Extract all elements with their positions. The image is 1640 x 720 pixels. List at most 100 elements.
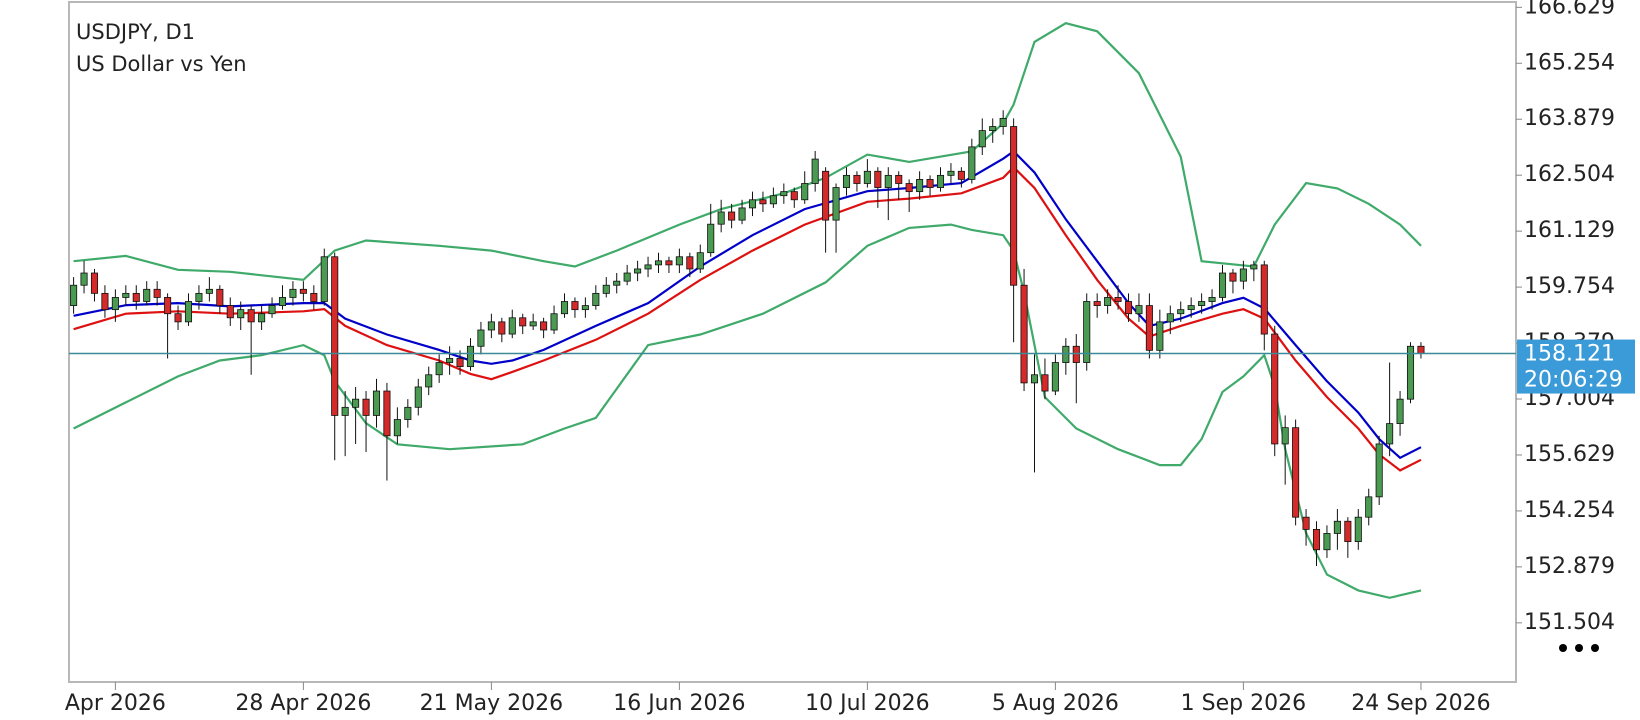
candle-body bbox=[508, 317, 516, 335]
y-tick-label: 162.504 bbox=[1524, 162, 1615, 187]
candle-body bbox=[644, 264, 652, 270]
y-tick-label: 161.129 bbox=[1524, 218, 1615, 243]
y-tick-label: 152.879 bbox=[1524, 554, 1615, 579]
candle-body bbox=[926, 179, 934, 188]
candle-body bbox=[299, 288, 307, 294]
candle-body bbox=[1093, 301, 1101, 306]
candle-body bbox=[832, 187, 840, 221]
candle-body bbox=[122, 292, 130, 298]
candle-body bbox=[1072, 345, 1080, 363]
candle-body bbox=[811, 158, 819, 184]
candle-body bbox=[686, 256, 694, 270]
candle-body bbox=[320, 256, 328, 302]
candle-body bbox=[80, 272, 88, 286]
candle-body bbox=[550, 313, 558, 331]
candle-body bbox=[707, 223, 715, 254]
candle-body bbox=[1344, 520, 1352, 543]
candle-body bbox=[560, 301, 569, 315]
candle-body bbox=[989, 126, 997, 131]
x-tick-label: 21 May 2026 bbox=[420, 691, 563, 716]
candle-body bbox=[1218, 272, 1227, 298]
candle-body bbox=[352, 398, 360, 408]
indicator-line bbox=[73, 22, 1422, 282]
candle-body bbox=[1041, 374, 1049, 392]
candle-body bbox=[1198, 301, 1206, 306]
candle-body bbox=[759, 199, 767, 205]
candle-body bbox=[581, 305, 589, 311]
candle-body bbox=[1396, 398, 1404, 424]
candle-body bbox=[90, 272, 99, 294]
candle-body bbox=[1386, 423, 1394, 445]
y-tick-label: 166.629 bbox=[1524, 0, 1615, 19]
candle-body bbox=[853, 174, 861, 184]
menu-dot bbox=[1575, 644, 1583, 652]
candle-body bbox=[717, 211, 725, 225]
candle-body bbox=[675, 256, 683, 266]
candle-body bbox=[1302, 516, 1310, 530]
more-menu[interactable] bbox=[1559, 644, 1599, 652]
candle-body bbox=[331, 256, 339, 416]
candle-body bbox=[999, 117, 1007, 127]
candle-body bbox=[1208, 297, 1216, 302]
candle-body bbox=[174, 313, 182, 323]
candle-body bbox=[195, 292, 203, 302]
candle-body bbox=[540, 321, 548, 331]
candle-body bbox=[1250, 264, 1258, 270]
candle-body bbox=[435, 362, 443, 376]
current-price-box bbox=[1517, 339, 1635, 394]
candle-body bbox=[1417, 345, 1425, 354]
plot-frame bbox=[68, 1, 1517, 683]
candle-body bbox=[425, 374, 433, 388]
candle-body bbox=[665, 260, 673, 266]
candle-body bbox=[70, 284, 78, 306]
candle-body bbox=[957, 170, 965, 180]
candle-body bbox=[383, 390, 391, 437]
x-tick-label: 28 Apr 2026 bbox=[235, 691, 371, 716]
candle-body bbox=[1114, 297, 1122, 302]
candle-body bbox=[487, 321, 495, 331]
candle-body bbox=[895, 174, 903, 184]
candle-body bbox=[153, 288, 161, 298]
candle-body bbox=[748, 199, 757, 209]
menu-dot bbox=[1559, 644, 1567, 652]
candle-body bbox=[968, 146, 976, 180]
candle-body bbox=[623, 272, 631, 282]
x-tick-label: 10 Jul 2026 bbox=[805, 691, 930, 716]
y-tick-label: 159.754 bbox=[1524, 274, 1615, 299]
candle-body bbox=[1051, 362, 1059, 392]
candle-body bbox=[602, 284, 610, 294]
candle-body bbox=[1292, 427, 1300, 518]
candle-body bbox=[801, 183, 809, 201]
y-tick-label: 163.879 bbox=[1524, 106, 1615, 131]
x-tick-label: 16 Jun 2026 bbox=[613, 691, 745, 716]
y-tick-label: 165.254 bbox=[1524, 50, 1615, 75]
candle-body bbox=[1104, 297, 1112, 306]
candle-body bbox=[1229, 272, 1237, 282]
candle-body bbox=[696, 252, 704, 270]
candle-body bbox=[874, 170, 882, 188]
candle-body bbox=[341, 406, 349, 416]
candle-body bbox=[310, 292, 318, 302]
candle-body bbox=[738, 207, 746, 221]
candle-body bbox=[842, 174, 851, 188]
candle-body bbox=[529, 321, 537, 327]
candle-body bbox=[1135, 305, 1143, 315]
candle-body bbox=[790, 191, 798, 201]
candle-body bbox=[278, 297, 287, 306]
y-tick-label: 151.504 bbox=[1524, 610, 1615, 635]
candle-body bbox=[216, 288, 224, 306]
candle-body bbox=[1375, 443, 1383, 498]
candle-body bbox=[654, 260, 663, 266]
candle-body bbox=[1312, 528, 1321, 551]
menu-dot bbox=[1591, 644, 1599, 652]
candle-body bbox=[164, 297, 172, 315]
candle-body bbox=[884, 174, 892, 188]
candle-body bbox=[414, 386, 422, 408]
candle-body bbox=[592, 292, 600, 306]
candle-body bbox=[258, 313, 266, 323]
candle-body bbox=[289, 288, 297, 298]
candle-body bbox=[1156, 321, 1164, 351]
candle-body bbox=[1323, 533, 1331, 551]
